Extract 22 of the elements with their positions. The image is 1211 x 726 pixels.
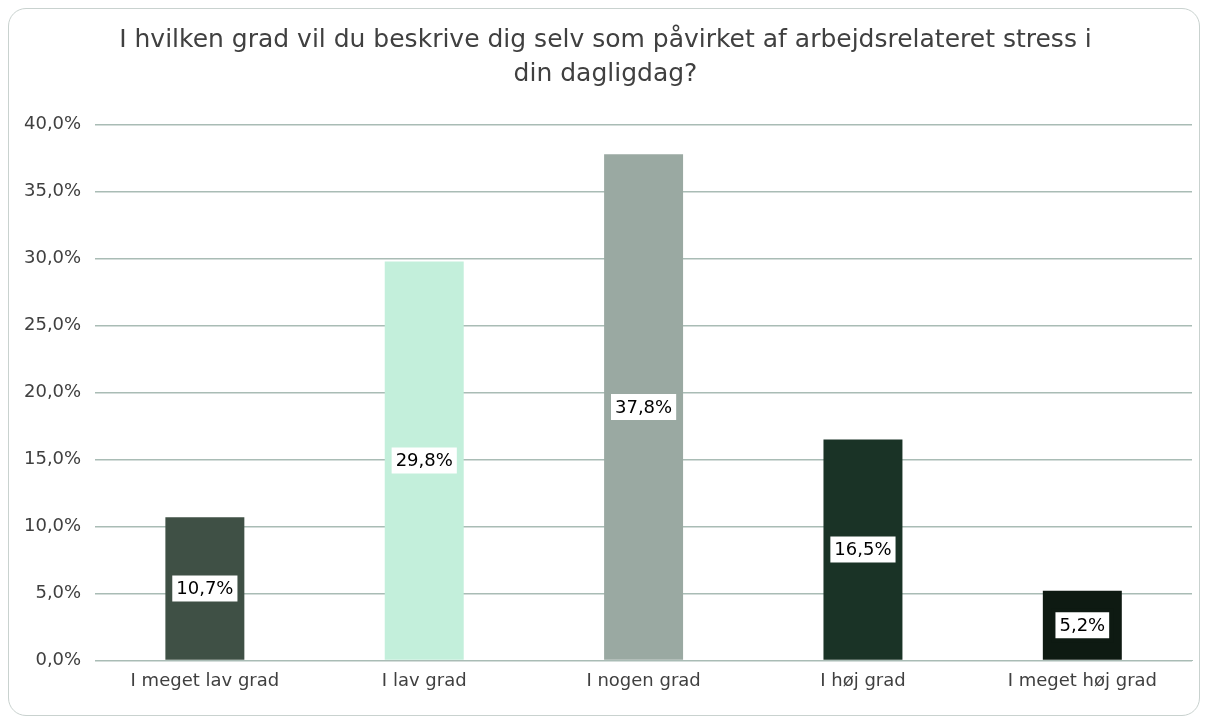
data-label: 10,7% bbox=[176, 577, 234, 599]
bar bbox=[384, 261, 464, 660]
y-tick-label: 20,0% bbox=[23, 380, 82, 402]
y-tick-label: 40,0% bbox=[23, 112, 82, 134]
data-label: 5,2% bbox=[1059, 613, 1106, 635]
data-label: 16,5% bbox=[834, 538, 892, 560]
chart-title: I hvilken grad vil du beskrive dig selv som påvirket af arbejdsrelateret stress i din dagligdag? bbox=[118, 23, 1093, 89]
y-tick-label: 25,0% bbox=[23, 313, 82, 335]
y-tick-label: 35,0% bbox=[23, 179, 82, 201]
y-tick-label: 10,0% bbox=[23, 514, 82, 536]
x-tick-label: I meget høj grad bbox=[1007, 668, 1157, 690]
x-tick-label: I høj grad bbox=[820, 668, 906, 690]
y-tick-label: 30,0% bbox=[23, 246, 82, 268]
x-tick-label: I meget lav grad bbox=[130, 668, 280, 690]
data-label: 29,8% bbox=[395, 449, 453, 471]
y-tick-label: 0,0% bbox=[35, 648, 82, 670]
bar bbox=[604, 154, 684, 660]
x-tick-label: I nogen grad bbox=[586, 668, 701, 690]
y-tick-label: 5,0% bbox=[35, 581, 82, 603]
x-tick-label: I lav grad bbox=[381, 668, 467, 690]
data-label: 37,8% bbox=[615, 395, 673, 417]
y-tick-label: 15,0% bbox=[23, 447, 82, 469]
